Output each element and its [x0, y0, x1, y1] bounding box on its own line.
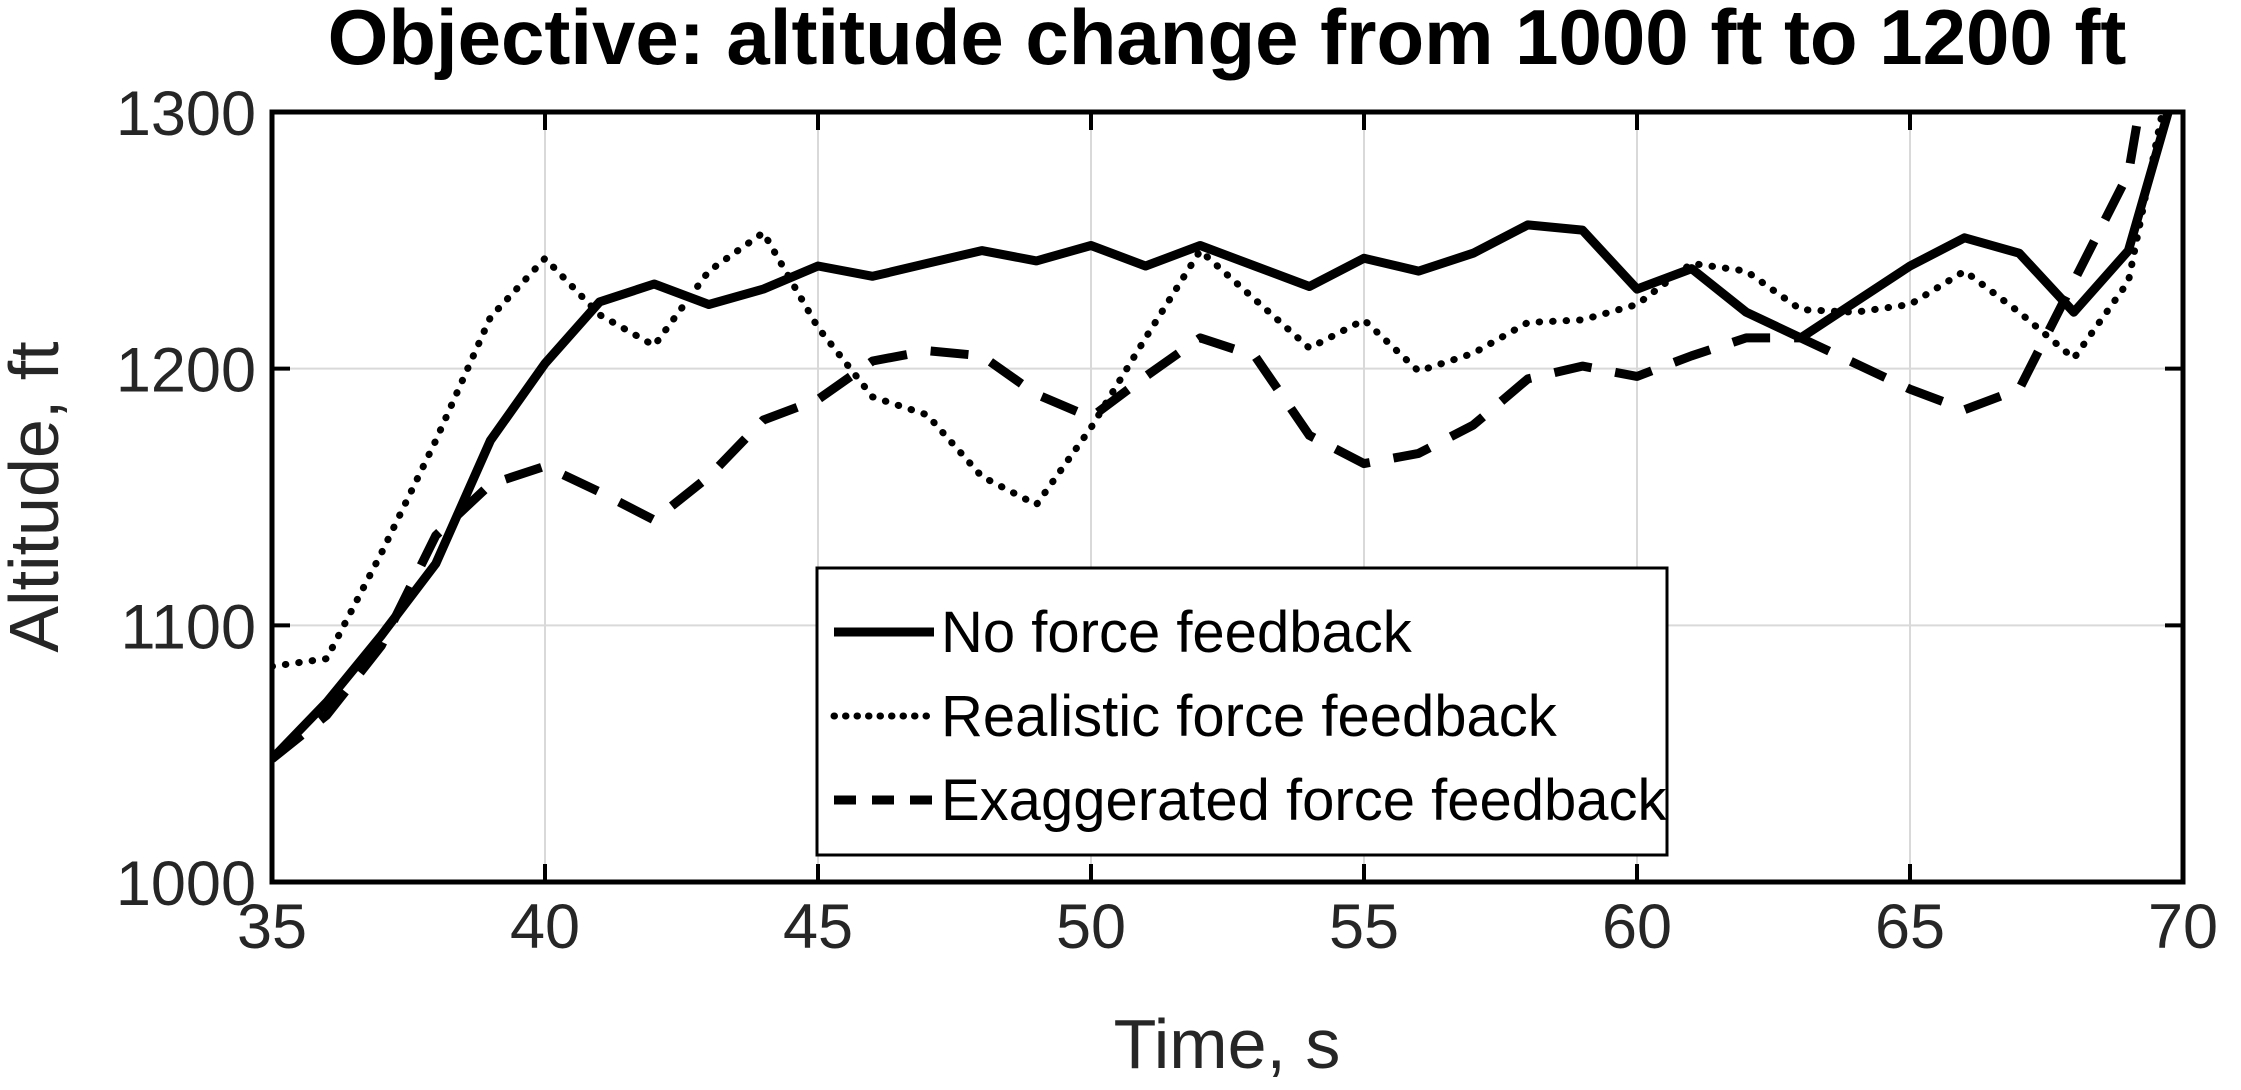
- x-tick-label: 55: [1329, 892, 1399, 962]
- x-axis-label: Time, s: [1114, 1005, 1341, 1083]
- x-tick-label: 70: [2148, 892, 2218, 962]
- series-line-dotted: [272, 112, 2166, 670]
- series-line-solid: [272, 112, 2173, 762]
- legend: No force feedback Realistic force feedbac…: [815, 566, 1669, 857]
- x-tick-label: 45: [783, 892, 853, 962]
- legend-box: [815, 566, 1669, 857]
- x-tick-label: 50: [1056, 892, 1126, 962]
- x-tick-label: 65: [1875, 892, 1945, 962]
- x-tick-label: 35: [237, 892, 307, 962]
- y-tick-label: 1100: [121, 592, 256, 662]
- x-tick-label: 40: [510, 892, 580, 962]
- y-tick-label: 1000: [116, 849, 256, 919]
- series-line-dashed: [272, 112, 2144, 763]
- data-series: [272, 112, 2173, 763]
- y-tick-label: 1300: [116, 79, 256, 149]
- y-axis-label: Altitude, ft: [0, 341, 73, 652]
- legend-items: No force feedback Realistic force feedbac…: [830, 600, 1667, 833]
- legend-item-label: Exaggerated force feedback: [941, 768, 1667, 833]
- legend-item-label: No force feedback: [941, 600, 1413, 665]
- x-tick-label: 60: [1602, 892, 1672, 962]
- y-tick-labels: 1000 1100 1200 1300: [116, 79, 256, 919]
- plot-border: [269, 109, 2186, 885]
- x-tick-labels: 35 40 45 50 55 60 65 70: [237, 892, 2218, 962]
- chart-title: Objective: altitude change from 1000 ft …: [328, 0, 2127, 81]
- legend-item-label: Realistic force feedback: [941, 684, 1558, 749]
- y-tick-label: 1200: [116, 336, 256, 406]
